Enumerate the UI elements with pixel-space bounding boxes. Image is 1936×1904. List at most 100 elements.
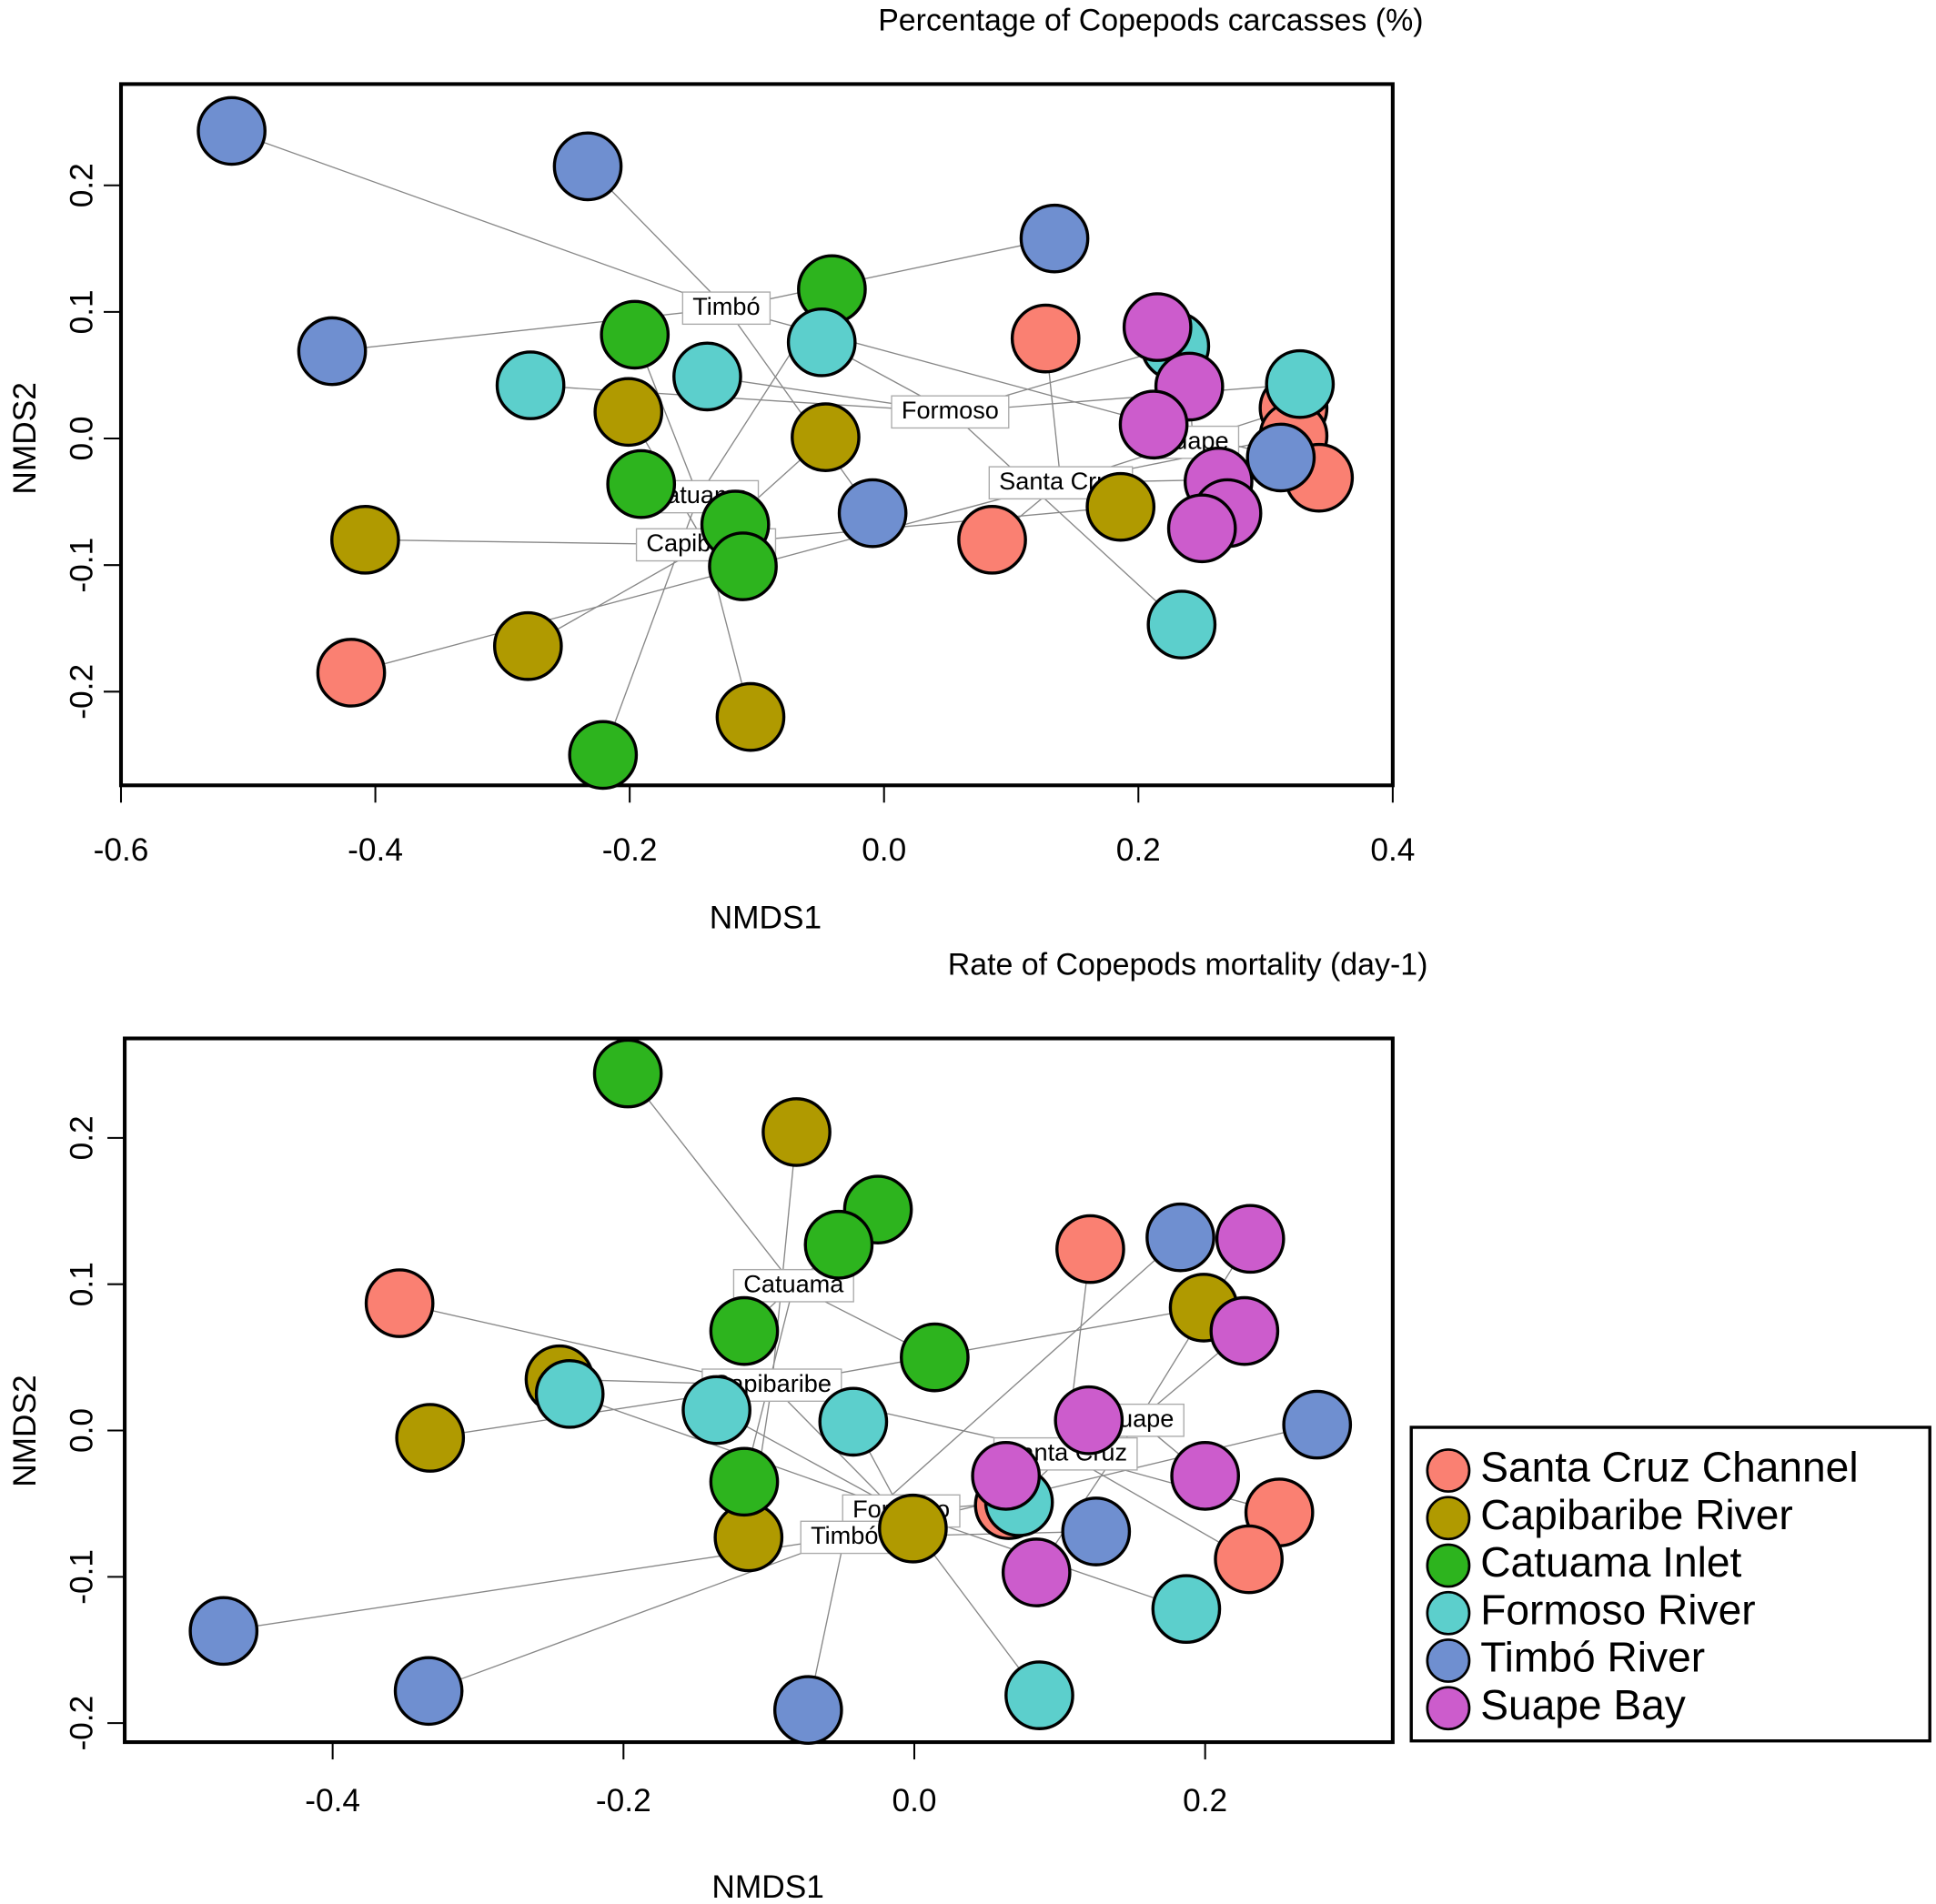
point — [709, 1295, 780, 1366]
point — [1085, 471, 1156, 542]
x-tick-label: 0.0 — [892, 1783, 936, 1818]
point — [330, 505, 400, 575]
y-axis-label: NMDS2 — [7, 382, 43, 494]
spider-line — [726, 237, 1055, 309]
point — [1265, 348, 1336, 419]
plot-frame — [123, 1036, 1395, 1745]
x-axis-label: NMDS1 — [711, 1869, 823, 1904]
point — [316, 638, 387, 708]
spider-line — [231, 130, 727, 309]
point — [971, 1441, 1042, 1511]
centroid-box — [891, 395, 1010, 429]
legend-swatch — [1426, 1638, 1471, 1683]
spider-line — [1064, 1453, 1249, 1560]
point — [715, 681, 786, 752]
point — [395, 1403, 466, 1473]
point — [297, 316, 368, 387]
legend-swatch — [1426, 1496, 1471, 1541]
legend-swatch — [1426, 1448, 1471, 1493]
y-tick-label: 0.1 — [65, 1262, 100, 1306]
point — [818, 1386, 889, 1457]
point — [672, 341, 742, 412]
point — [837, 478, 908, 549]
y-tick-label: 0.1 — [65, 289, 100, 334]
x-tick-label: 0.0 — [862, 832, 906, 868]
chart-title: Percentage of Copepods carcasses (%) — [878, 4, 1423, 38]
point — [593, 377, 664, 448]
y-axis-label: NMDS2 — [7, 1375, 43, 1486]
point — [1001, 1537, 1072, 1607]
point — [1209, 1295, 1280, 1366]
point — [1245, 422, 1316, 493]
legend-label: Santa Cruz Channel — [1480, 1444, 1858, 1491]
point — [495, 350, 566, 420]
point — [709, 1446, 780, 1517]
point — [1061, 1496, 1132, 1567]
point — [492, 610, 563, 681]
centroid-label: Timbó — [692, 292, 760, 320]
point — [364, 1268, 435, 1338]
point — [1054, 1385, 1124, 1456]
spider-line — [428, 1536, 845, 1692]
point — [568, 720, 639, 791]
x-tick-label: -0.4 — [305, 1783, 360, 1818]
x-tick-label: -0.2 — [602, 832, 658, 868]
legend-label: Catuama Inlet — [1480, 1538, 1741, 1586]
spider-line — [627, 1073, 794, 1286]
point — [592, 1038, 663, 1109]
x-tick-label: 0.2 — [1183, 1783, 1227, 1818]
point — [791, 402, 861, 472]
point — [957, 505, 1027, 575]
point — [803, 1209, 874, 1280]
legend-label: Suape Bay — [1480, 1681, 1686, 1728]
legend-label: Timbó River — [1480, 1634, 1705, 1681]
point — [1215, 1204, 1286, 1274]
point — [1151, 1574, 1222, 1645]
spider-line — [949, 411, 1183, 626]
spider-line — [771, 1132, 798, 1385]
point — [600, 299, 671, 370]
point — [1166, 493, 1237, 564]
spider-line — [771, 1306, 1205, 1386]
point — [1118, 389, 1189, 460]
chart-title: Rate of Copepods mortality (day-1) — [948, 948, 1428, 982]
legend-swatch — [1426, 1686, 1471, 1731]
centroid-label: Formoso — [902, 396, 999, 424]
y-tick-label: 0.2 — [65, 163, 100, 207]
point — [393, 1656, 464, 1727]
point — [1282, 1389, 1353, 1460]
plot-frame — [118, 82, 1395, 788]
spider-line — [843, 1236, 1181, 1538]
point — [1145, 1202, 1215, 1273]
x-tick-label: 0.4 — [1370, 832, 1415, 868]
point — [761, 1097, 832, 1167]
spider-line — [530, 384, 951, 413]
x-tick-label: 0.2 — [1116, 832, 1161, 868]
centroid-label: Timbó — [811, 1521, 878, 1549]
x-tick-label: -0.2 — [596, 1783, 651, 1818]
spider-line — [350, 482, 1062, 674]
y-tick-label: 0.0 — [65, 1408, 100, 1453]
point — [188, 1596, 259, 1667]
centroid-box — [681, 291, 771, 326]
point — [786, 307, 857, 378]
point — [552, 131, 623, 202]
legend-frame — [1409, 1425, 1931, 1743]
y-tick-label: -0.2 — [65, 664, 100, 720]
spider-line — [716, 1409, 902, 1512]
y-tick-label: -0.1 — [65, 538, 100, 593]
y-tick-label: -0.1 — [65, 1549, 100, 1605]
point — [708, 531, 778, 601]
point — [1214, 1524, 1284, 1595]
point — [1122, 292, 1193, 362]
point — [1010, 303, 1081, 374]
y-tick-label: 0.2 — [65, 1115, 100, 1160]
y-tick-label: -0.2 — [65, 1696, 100, 1751]
point — [1019, 203, 1090, 274]
point — [197, 96, 267, 166]
y-tick-label: 0.0 — [65, 417, 100, 461]
x-tick-label: -0.6 — [94, 832, 149, 868]
point — [681, 1375, 751, 1446]
point — [1170, 1441, 1241, 1511]
